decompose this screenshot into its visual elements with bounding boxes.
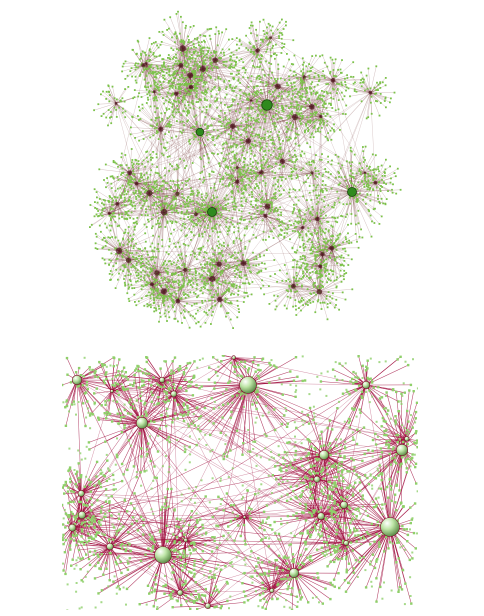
overview-hubs [107, 36, 378, 304]
zoomed-leaves [62, 355, 418, 610]
network-zoomed-graph [62, 355, 418, 610]
overview-edges [89, 11, 401, 329]
network-overview-panel [62, 0, 422, 345]
zoomed-hubs [68, 355, 410, 609]
overview-leaves [89, 10, 402, 329]
zoomed-edges [62, 355, 418, 610]
network-zoomed-panel [62, 355, 418, 610]
network-overview-graph [89, 10, 402, 329]
